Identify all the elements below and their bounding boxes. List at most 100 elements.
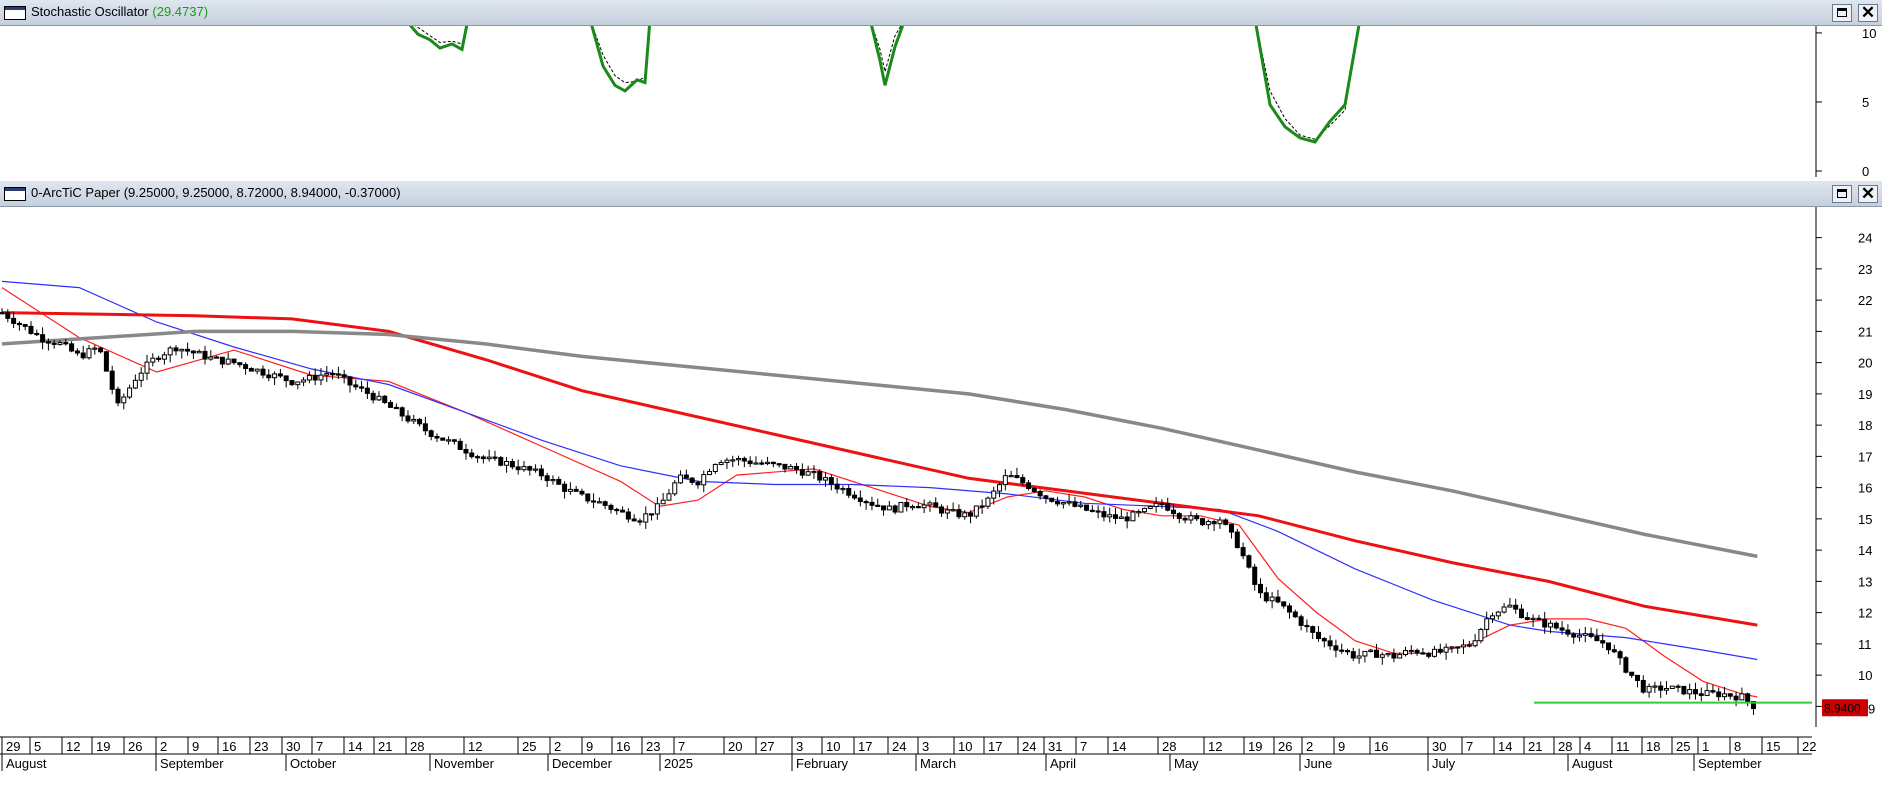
- candle-body: [544, 475, 550, 482]
- candle-body: [364, 387, 370, 394]
- x-month-label: May: [1174, 756, 1199, 771]
- candle-body: [1513, 604, 1519, 610]
- candle-body: [463, 448, 469, 454]
- candle-body: [741, 457, 747, 462]
- candle-body: [1252, 566, 1258, 585]
- candle-body: [538, 468, 544, 477]
- candle-body: [446, 439, 452, 442]
- candle-body: [196, 350, 202, 354]
- candle-body: [1031, 487, 1037, 493]
- stochastic-value: (29.4737): [152, 4, 209, 19]
- x-day-label: 31: [1048, 739, 1062, 754]
- candle-body: [1704, 690, 1710, 696]
- price-titlebar[interactable]: 0-ArcTiC Paper (9.25000, 9.25000, 8.7200…: [0, 181, 1882, 207]
- candle-body: [144, 361, 150, 374]
- x-day-label: 2: [160, 739, 167, 754]
- maximize-icon[interactable]: [1832, 185, 1852, 203]
- candle-body: [1437, 648, 1443, 653]
- candle-body: [712, 463, 718, 472]
- candle-body: [388, 401, 394, 408]
- x-month-label: December: [552, 756, 613, 771]
- x-month-label: March: [920, 756, 956, 771]
- candle-body: [5, 312, 11, 319]
- candle-body: [1716, 691, 1722, 698]
- candle-body: [840, 487, 846, 491]
- candle-body: [370, 392, 376, 401]
- x-day-label: 20: [728, 739, 742, 754]
- candle-body: [411, 418, 417, 422]
- close-icon[interactable]: ✕: [1858, 4, 1878, 22]
- candle-body: [22, 324, 28, 327]
- candle-body: [1547, 622, 1553, 628]
- y-tick-label: 23: [1858, 262, 1872, 277]
- candle-body: [1460, 644, 1466, 648]
- candle-body: [1536, 617, 1542, 620]
- candle-body: [1171, 509, 1177, 515]
- candle-body: [1420, 652, 1426, 655]
- candle-body: [828, 477, 834, 485]
- candle-body: [1374, 649, 1380, 658]
- candle-body: [1739, 693, 1745, 701]
- x-day-label: 7: [316, 739, 323, 754]
- candle-body: [1356, 655, 1362, 659]
- candle-body: [34, 332, 40, 336]
- candle-body: [103, 351, 109, 372]
- candle-body: [573, 488, 579, 492]
- candle-body: [1408, 649, 1414, 653]
- candle-body: [585, 493, 591, 502]
- candle-body: [1605, 642, 1611, 651]
- candle-body: [1524, 617, 1530, 621]
- candle-body: [1733, 695, 1739, 701]
- close-icon[interactable]: ✕: [1858, 185, 1878, 203]
- y-tick-label: 16: [1858, 481, 1872, 496]
- candle-body: [115, 388, 121, 404]
- x-day-label: 8: [1734, 739, 1741, 754]
- candle-body: [753, 462, 759, 465]
- candle-body: [1333, 645, 1339, 651]
- candle-body: [886, 505, 892, 511]
- candle-body: [1501, 606, 1507, 613]
- candle-body: [214, 356, 220, 359]
- y-tick-label: 14: [1858, 543, 1872, 558]
- candle-body: [1443, 646, 1449, 653]
- candle-body: [736, 457, 742, 461]
- candle-body: [1339, 649, 1345, 652]
- candle-body: [515, 466, 521, 471]
- candle-body: [231, 358, 237, 364]
- candle-body: [776, 463, 782, 466]
- candle-body: [1014, 475, 1020, 479]
- candle-body: [846, 487, 852, 496]
- candle-body: [1223, 519, 1229, 525]
- candle-body: [724, 459, 730, 464]
- x-day-label: 29: [6, 739, 20, 754]
- candle-body: [1669, 685, 1675, 690]
- candle-body: [1002, 475, 1008, 486]
- y-tick-label: 0: [1862, 164, 1869, 177]
- candle-body: [1165, 502, 1171, 511]
- stochastic-titlebar[interactable]: Stochastic Oscillator (29.4737) ✕: [0, 0, 1882, 26]
- candle-body: [747, 460, 753, 465]
- candle-body: [1466, 644, 1472, 647]
- candle-body: [863, 501, 869, 504]
- candle-body: [1495, 611, 1501, 617]
- candle-body: [1565, 629, 1571, 635]
- y-tick-label: 13: [1858, 574, 1872, 589]
- candle-body: [1403, 650, 1409, 656]
- candle-body: [1530, 617, 1536, 621]
- x-day-label: 21: [378, 739, 392, 754]
- candle-body: [1629, 671, 1635, 676]
- x-month-label: 2025: [664, 756, 693, 771]
- candle-body: [86, 348, 92, 359]
- candle-body: [1037, 491, 1043, 497]
- candle-body: [904, 501, 910, 508]
- candle-body: [1130, 511, 1136, 522]
- x-day-label: 24: [1022, 739, 1036, 754]
- x-day-label: 28: [410, 739, 424, 754]
- x-day-label: 19: [96, 739, 110, 754]
- candle-body: [301, 379, 307, 383]
- last-price-label: 8.9400: [1824, 701, 1861, 715]
- candle-body: [979, 505, 985, 508]
- candle-body: [156, 357, 162, 360]
- x-day-label: 17: [988, 739, 1002, 754]
- maximize-icon[interactable]: [1832, 4, 1852, 22]
